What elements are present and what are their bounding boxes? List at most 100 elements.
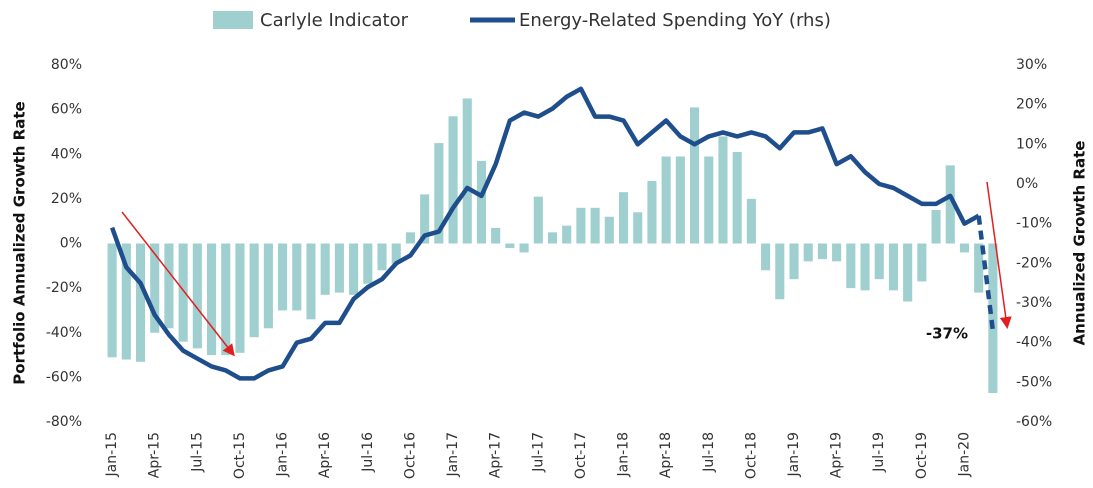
bar [349,243,359,295]
bar [121,243,131,360]
x-tick-label: Oct-15 [232,432,248,479]
y-tick-label: 20% [51,191,82,207]
bar [221,243,231,356]
bar [917,243,927,282]
x-tick-label: Jan-19 [786,432,802,477]
x-tick-label: Apr-15 [147,432,163,478]
bar [363,243,373,284]
bar [150,243,160,333]
bar [746,198,756,244]
bar [462,98,472,244]
bar [405,232,415,244]
bar [434,143,444,244]
x-tick-label: Apr-18 [658,432,674,478]
x-tick-label: Jul-18 [701,432,717,473]
bar [519,243,529,253]
y2-tick-label: -20% [1016,255,1052,271]
x-tick-label: Jul-16 [360,432,376,473]
bar [448,116,458,244]
y-tick-label: 40% [51,146,82,162]
y-tick-label: 0% [60,236,82,252]
bar [803,243,813,262]
y2-tick-label: 0% [1016,176,1038,192]
bar [164,243,174,329]
bar [888,243,898,291]
bar [817,243,827,260]
bar [278,243,288,311]
x-tick-label: Apr-17 [488,432,504,478]
x-tick-label: Oct-19 [914,432,930,479]
bar [945,165,955,244]
bar [533,196,543,244]
bar [391,243,401,264]
bar [292,243,302,311]
x-tick-label: Apr-19 [829,432,845,478]
bar [661,156,671,244]
y2-tick-label: -30% [1016,295,1052,311]
x-tick-label: Jan-20 [956,432,972,477]
legend-label: Energy-Related Spending YoY (rhs) [519,10,831,31]
bar [192,243,202,349]
line-series-dashed [976,215,996,332]
bar [690,107,700,244]
annotation: -37% [926,325,968,343]
x-tick-label: Jan-18 [616,432,632,477]
y2-tick-label: -50% [1016,374,1052,390]
y-tick-label: -20% [46,280,82,296]
y2-tick-label: 10% [1016,136,1047,152]
legend-swatch [213,11,253,29]
bar [988,243,998,393]
bar [931,210,941,244]
bar [135,243,146,362]
y2-tick-label: 30% [1016,57,1047,73]
bar [207,243,217,356]
bar [476,160,487,244]
bar [832,243,842,262]
x-tick-label: Jul-19 [871,432,887,473]
bar [249,243,259,338]
bar [562,225,572,244]
bar [732,152,742,244]
y-tick-label: -80% [46,414,82,430]
bar [590,207,600,244]
trend-arrow [986,181,1012,329]
line-series [109,86,980,381]
bar [547,232,558,244]
bar [718,136,728,244]
y-tick-label: 80% [51,57,82,73]
bar [576,207,586,244]
bar [903,243,913,302]
bar [874,243,884,280]
bar [846,243,856,289]
bar [618,192,629,244]
bar [306,243,316,320]
bar [633,212,643,244]
trend-arrow [121,211,235,357]
bar [775,243,785,300]
bar [675,156,685,244]
bar [959,243,970,253]
bar [974,243,984,293]
bar [320,243,330,295]
bar [604,216,614,244]
bar [107,243,117,358]
x-tick-label: Jul-15 [189,432,205,473]
bar [761,243,771,271]
y-axis-title: Portfolio Annualized Growth Rate [11,101,29,384]
y2-tick-label: -60% [1016,414,1052,430]
bar [789,243,799,280]
x-tick-label: Jan-15 [104,432,120,477]
legend-label: Carlyle Indicator [260,10,409,31]
y2-tick-label: -40% [1016,335,1052,351]
bar [860,243,870,291]
bar [647,181,657,244]
y2-tick-label: 20% [1016,97,1047,113]
y2-tick-label: -10% [1016,216,1052,232]
x-tick-label: Oct-17 [573,432,589,479]
bar [334,243,344,293]
bar [491,227,501,244]
bar [377,243,387,271]
y-tick-label: -60% [46,369,82,385]
bar [263,243,273,329]
